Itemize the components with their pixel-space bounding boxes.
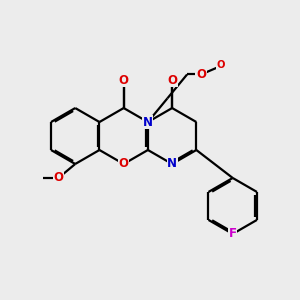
Text: O: O — [196, 68, 206, 81]
Text: O: O — [119, 158, 129, 170]
Text: O: O — [119, 74, 129, 87]
Text: F: F — [229, 227, 237, 240]
Text: N: N — [167, 158, 177, 170]
Text: N: N — [143, 116, 153, 128]
Text: O: O — [53, 172, 64, 184]
Text: O: O — [167, 74, 177, 87]
Text: O: O — [216, 60, 225, 70]
